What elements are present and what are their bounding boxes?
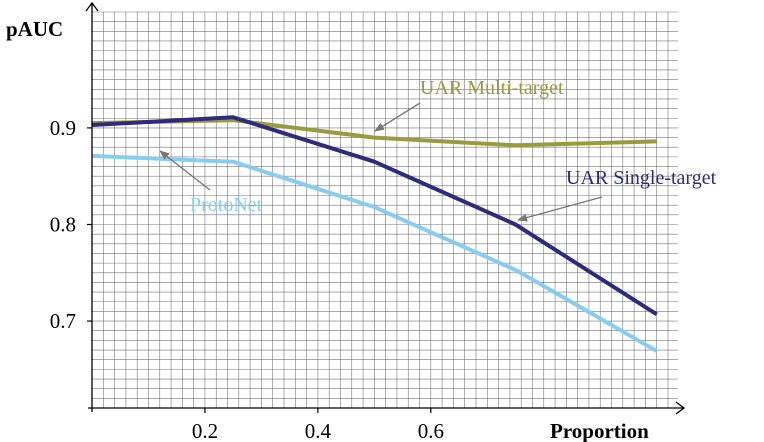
series-lines <box>91 115 658 353</box>
annotation-arrow-uar-multi-target <box>374 102 421 132</box>
series-label-uar-single-target: UAR Single-target <box>566 167 717 189</box>
y-axis-arrow <box>85 1 99 12</box>
annotation-arrow-uar-single-target <box>517 196 603 222</box>
annotations: UAR Multi-target UAR Single-target ProtoNe… <box>159 77 717 222</box>
y-tick-label: 0.7 <box>50 309 76 333</box>
x-tick-label: 0.2 <box>192 419 218 442</box>
series-label-protonet: ProtoNet <box>190 194 263 216</box>
y-tick-label: 0.8 <box>50 212 76 236</box>
x-tick-label: 0.6 <box>418 419 444 442</box>
series-line-protonet <box>91 153 658 353</box>
tick-labels: 0.2 0.4 0.6 0.7 0.8 0.9 <box>50 116 444 442</box>
axes <box>85 1 686 415</box>
annotation-arrow-protonet <box>159 150 211 191</box>
x-axis-arrow <box>675 401 686 415</box>
series-line-uar-single-target <box>91 115 658 316</box>
x-axis-title: Proportion <box>550 419 649 442</box>
y-tick-label: 0.9 <box>50 116 76 140</box>
tick-marks <box>87 127 432 413</box>
y-axis-title: pAUC <box>6 17 63 41</box>
series-label-uar-multi-target: UAR Multi-target <box>420 77 564 99</box>
x-tick-label: 0.4 <box>305 419 332 442</box>
grid <box>92 11 678 408</box>
